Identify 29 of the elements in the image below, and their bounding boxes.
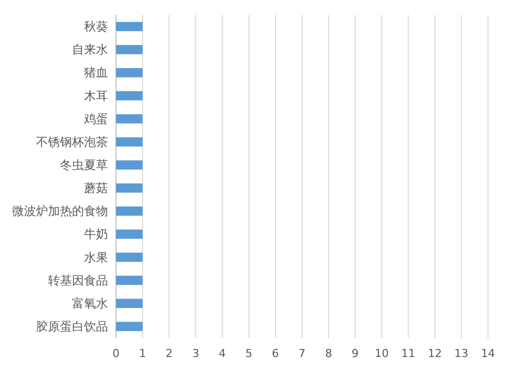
y-tick-label: 富氧水 [72, 296, 108, 310]
y-tick-label: 牛奶 [84, 227, 108, 242]
y-tick-label: 微波炉加热的食物 [12, 204, 108, 218]
x-tick-label: 7 [298, 347, 306, 360]
x-tick-label: 0 [112, 347, 120, 360]
x-tick-label: 10 [374, 347, 389, 360]
x-tick-label: 14 [481, 347, 495, 360]
y-tick-label: 转基因食品 [48, 273, 108, 288]
x-tick-label: 1 [139, 347, 146, 360]
y-tick-label: 木耳 [84, 88, 108, 103]
x-tick-label: 4 [218, 347, 226, 360]
x-tick-label: 6 [272, 347, 279, 360]
y-tick-label: 蘑菇 [84, 181, 108, 196]
y-tick-label: 水果 [84, 250, 108, 264]
y-tick-label: 不锈钢杯泡茶 [36, 134, 108, 149]
x-tick-label: 11 [401, 347, 416, 360]
y-tick-label: 秋葵 [84, 20, 108, 34]
x-tick-label: 13 [454, 347, 468, 360]
x-tick-label: 2 [166, 347, 173, 360]
y-tick-label: 冬虫夏草 [60, 158, 108, 172]
x-tick-label: 12 [428, 347, 442, 360]
x-tick-label: 5 [245, 347, 252, 360]
x-tick-label: 8 [325, 347, 332, 360]
x-tick-label: 3 [192, 347, 200, 360]
y-tick-label: 猪血 [84, 66, 108, 80]
y-tick-label: 胶原蛋白饮品 [36, 319, 108, 334]
x-tick-label: 9 [352, 347, 359, 360]
y-tick-label: 自来水 [72, 42, 108, 57]
y-tick-label: 鸡蛋 [83, 112, 108, 126]
